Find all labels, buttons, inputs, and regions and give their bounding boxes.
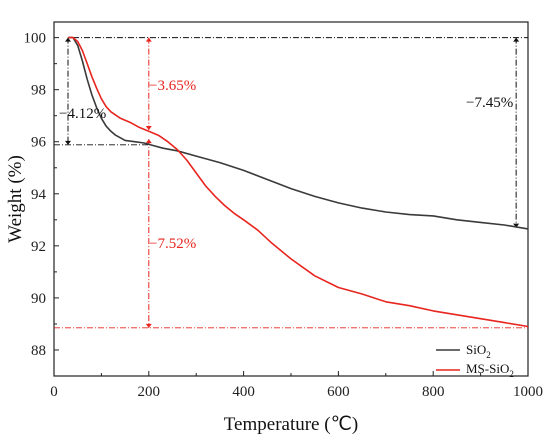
y-tick-label: 90 [31, 291, 46, 307]
annotation-ms-second-loss: −7.52% [149, 236, 196, 252]
x-tick-label: 600 [327, 384, 350, 400]
annotations: −4.12% −3.65% −7.45% −7.52% [59, 78, 513, 252]
x-tick-label: 200 [138, 384, 161, 400]
reference-lines [54, 37, 528, 329]
arrow-sio2-total [513, 37, 520, 228]
x-tick-label: 400 [232, 384, 255, 400]
y-tick-label: 88 [31, 343, 46, 359]
legend-label-ms-sio2: MS-SiO2 [466, 361, 514, 379]
arrow-sio2-total-head-up [513, 37, 520, 42]
series-line-sio2 [68, 36, 529, 230]
y-tick-label: 96 [31, 135, 47, 151]
legend-label-sio2: SiO2 [466, 342, 491, 360]
plot-area [53, 21, 529, 377]
y-tick-label: 98 [31, 83, 46, 99]
x-tick-label: 800 [422, 384, 445, 400]
arrow-ms-second-head-down [145, 323, 152, 328]
arrow-ms-first-head-down [145, 126, 152, 131]
plot-frame [53, 21, 529, 377]
y-axis-label: Weight (%) [5, 155, 26, 243]
arrow-sio2-first-head-up [65, 37, 71, 42]
series-lines [68, 36, 529, 328]
annotation-sio2-total-loss: −7.45% [466, 95, 513, 111]
legend: SiO2 MS-SiO2 [436, 342, 514, 379]
arrow-ms-second [145, 139, 152, 328]
x-tick-label: 0 [50, 384, 58, 400]
arrow-sio2-first [65, 37, 71, 145]
arrow-sio2-first-head-down [65, 140, 71, 145]
series-line-ms-sio2 [68, 36, 529, 328]
arrow-ms-second-head-up [145, 139, 152, 144]
arrow-ms-first-head-up [145, 37, 152, 42]
arrow-sio2-total-head-down [513, 223, 520, 228]
arrow-ms-first [145, 37, 152, 131]
y-tick-label: 100 [24, 31, 47, 47]
x-tick-label: 1000 [513, 384, 543, 400]
y-tick-label: 94 [31, 187, 47, 203]
axes: Temperature (℃) Weight (%) 0 200 400 600 800… [5, 31, 543, 435]
x-axis-label: Temperature (℃) [224, 414, 358, 435]
annotation-ms-first-loss: −3.65% [149, 78, 196, 94]
y-tick-label: 92 [31, 239, 46, 255]
annotation-sio2-left-loss: −4.12% [59, 106, 106, 122]
